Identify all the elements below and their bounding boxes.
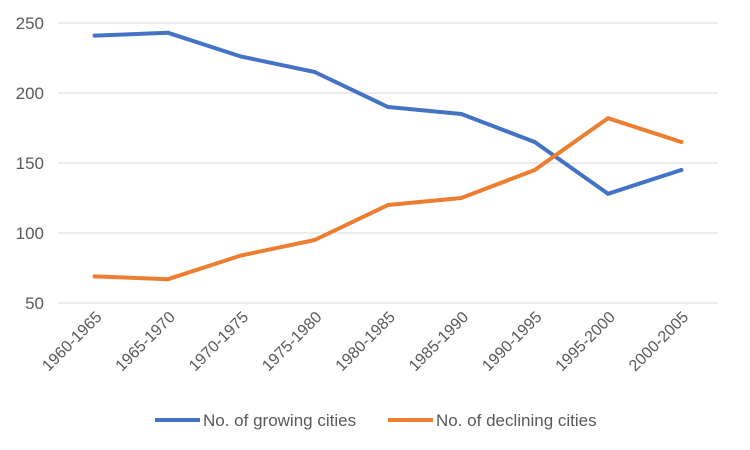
gridlines [58,22,718,304]
series-lines [92,30,684,282]
data-point [386,105,390,109]
x-tick-label: 1965-1970 [113,309,179,375]
y-tick-label: 100 [16,224,44,243]
x-tick-label: 1975-1980 [259,309,325,375]
x-tick-label: 1960-1965 [39,309,105,375]
data-point [532,140,537,144]
data-point [312,238,317,242]
legend-label-growing: No. of growing cities [203,411,356,430]
x-tick-label: 1985-1990 [406,309,472,375]
y-axis-ticks: 50 100 150 200 250 [16,14,44,313]
y-tick-label: 200 [16,84,44,103]
y-tick-label: 150 [16,154,44,173]
data-point [459,112,464,116]
x-tick-label: 1990-1995 [479,309,545,375]
data-point [386,203,390,207]
data-point [679,140,684,144]
x-axis-ticks: 1960-1965 1965-1970 1970-1975 1975-1980 1980… [39,309,692,375]
y-tick-label: 50 [25,294,44,313]
y-tick-label: 250 [16,14,44,33]
legend-label-declining: No. of declining cities [436,411,597,430]
data-point [92,274,97,279]
x-tick-label: 1980-1985 [333,309,399,375]
data-point [532,168,537,172]
data-point [92,33,97,38]
data-point [606,191,610,196]
x-tick-label: 1970-1975 [186,309,252,375]
data-point [239,54,244,59]
data-point [166,30,170,35]
data-point [239,253,244,258]
data-point [166,277,170,282]
x-tick-label: 1995-2000 [553,309,619,375]
data-point [606,116,610,121]
x-tick-label: 2000-2005 [626,309,692,375]
data-point [459,196,464,200]
data-point [312,70,317,74]
series-line-growing [92,30,684,196]
series-line-declining [92,116,684,282]
data-point [679,168,684,172]
legend: No. of growing cities No. of declining c… [155,411,597,430]
